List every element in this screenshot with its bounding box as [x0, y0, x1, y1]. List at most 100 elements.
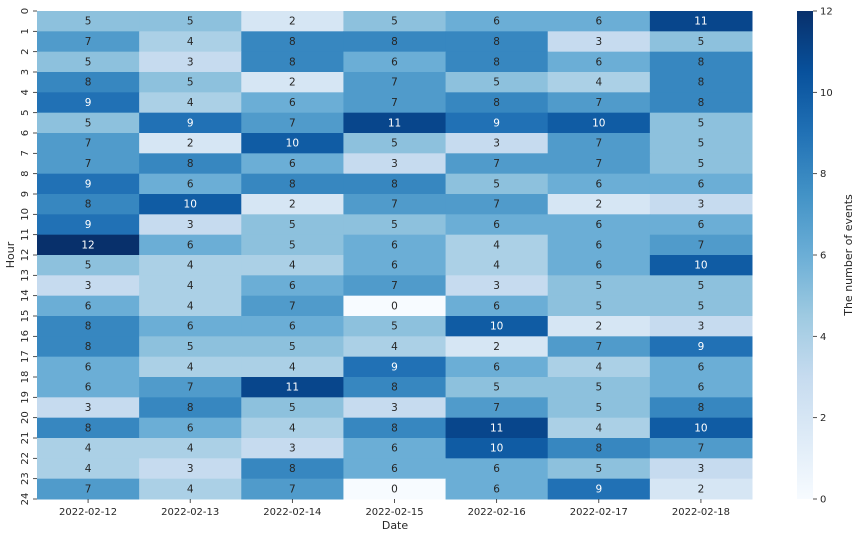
cell-value-label: 8 — [698, 97, 705, 109]
cell-value-label: 8 — [698, 77, 705, 89]
heatmap-cell — [37, 275, 140, 297]
cell-value-label: 6 — [493, 361, 500, 373]
cell-value-label: 12 — [81, 239, 94, 251]
y-axis-label: Hour — [4, 241, 17, 268]
cell-value-label: 2 — [698, 483, 705, 495]
colorbar-tick-label: 6 — [820, 251, 826, 262]
heatmap-cell — [547, 234, 651, 256]
heatmap-cell — [547, 255, 651, 276]
cell-value-label: 6 — [698, 361, 705, 373]
heatmap-cell — [547, 478, 651, 500]
cell-value-label: 6 — [187, 239, 194, 251]
cell-value-label: 9 — [85, 219, 92, 231]
cell-value-label: 3 — [391, 158, 398, 170]
heatmap-cell — [445, 417, 549, 439]
heatmap-cell — [343, 356, 447, 378]
cell-value-label: 7 — [289, 483, 296, 495]
cell-value-label: 7 — [698, 239, 705, 251]
cell-value-label: 3 — [698, 321, 705, 333]
cell-value-label: 8 — [85, 422, 92, 434]
heatmap-cell — [343, 275, 447, 297]
cell-value-label: 7 — [289, 300, 296, 312]
cell-value-label: 5 — [698, 158, 705, 170]
heatmap-cell — [37, 438, 140, 459]
cell-value-label: 7 — [493, 158, 500, 170]
heatmap-cell — [547, 112, 651, 134]
cell-value-label: 2 — [289, 16, 296, 28]
heatmap-cell — [241, 234, 344, 256]
cell-value-label: 5 — [493, 178, 500, 190]
cell-value-label: 5 — [595, 280, 602, 292]
cell-value-label: 3 — [187, 219, 194, 231]
y-tick-label: 19 — [20, 391, 31, 404]
cell-value-label: 4 — [187, 443, 194, 455]
heatmap-cell — [241, 255, 344, 276]
cell-value-label: 2 — [289, 199, 296, 211]
cell-value-label: 0 — [391, 483, 398, 495]
heatmap-cell — [547, 356, 651, 378]
heatmap-cell — [547, 275, 651, 297]
heatmap-cell — [445, 31, 549, 53]
heatmap-cell — [649, 438, 753, 459]
heatmap-cell — [343, 234, 447, 256]
cell-value-label: 9 — [85, 178, 92, 190]
heatmap-cell — [343, 255, 447, 276]
y-tick-label: 20 — [20, 411, 31, 424]
x-tick-label: 2022-02-15 — [365, 507, 423, 518]
cell-value-label: 2 — [595, 199, 602, 211]
cell-value-label: 4 — [595, 361, 602, 373]
x-tick-label: 2022-02-14 — [263, 507, 321, 518]
heatmap-cell — [37, 234, 140, 256]
heatmap-cell — [139, 438, 242, 459]
heatmap-cell — [37, 92, 140, 114]
heatmap-cell — [445, 316, 549, 337]
heatmap-cell — [649, 51, 753, 73]
cell-value-label: 10 — [184, 199, 197, 211]
heatmap-cell — [445, 458, 549, 480]
heatmap-cell — [139, 173, 242, 195]
cell-value-label: 6 — [391, 56, 398, 68]
heatmap-cell — [649, 173, 753, 195]
cell-value-label: 7 — [85, 36, 92, 48]
heatmap-cell — [547, 153, 651, 175]
cell-value-label: 3 — [187, 56, 194, 68]
y-tick-label: 18 — [20, 371, 31, 384]
cell-value-label: 5 — [595, 300, 602, 312]
heatmap-cell — [37, 214, 140, 236]
cell-value-label: 8 — [289, 36, 296, 48]
cell-value-label: 5 — [391, 16, 398, 28]
cell-value-label: 10 — [694, 422, 707, 434]
cell-value-label: 7 — [595, 341, 602, 353]
cell-value-label: 6 — [289, 97, 296, 109]
cell-value-label: 8 — [493, 56, 500, 68]
cell-value-label: 6 — [595, 260, 602, 272]
heatmap-cell — [241, 194, 344, 215]
heatmap-cell — [343, 51, 447, 73]
heatmap-cell — [649, 397, 753, 419]
colorbar-label: The number of events — [842, 194, 855, 317]
colorbar: 0 2 4 6 8 10 12 — [797, 7, 833, 506]
heatmap-cell — [139, 397, 242, 419]
heatmap-cell — [547, 51, 651, 73]
cell-value-label: 4 — [289, 361, 296, 373]
heatmap-cell — [37, 356, 140, 378]
heatmap-cell — [547, 173, 651, 195]
cell-value-label: 4 — [595, 77, 602, 89]
heatmap-cell — [139, 31, 242, 53]
cell-value-label: 5 — [391, 138, 398, 150]
heatmap-cell — [445, 275, 549, 297]
cell-value-label: 8 — [85, 77, 92, 89]
cell-value-label: 5 — [493, 77, 500, 89]
cell-value-label: 3 — [391, 402, 398, 414]
cell-value-label: 8 — [698, 56, 705, 68]
cell-value-label: 6 — [493, 463, 500, 475]
heatmap-cell — [139, 336, 242, 358]
heatmap-cell — [445, 153, 549, 175]
heatmap-cell — [139, 92, 242, 114]
cell-value-label: 11 — [388, 117, 401, 129]
cell-value-label: 11 — [694, 16, 707, 28]
heatmap-cell — [547, 72, 651, 93]
cell-value-label: 5 — [595, 382, 602, 394]
cell-value-label: 6 — [391, 443, 398, 455]
heatmap-cell — [241, 275, 344, 297]
